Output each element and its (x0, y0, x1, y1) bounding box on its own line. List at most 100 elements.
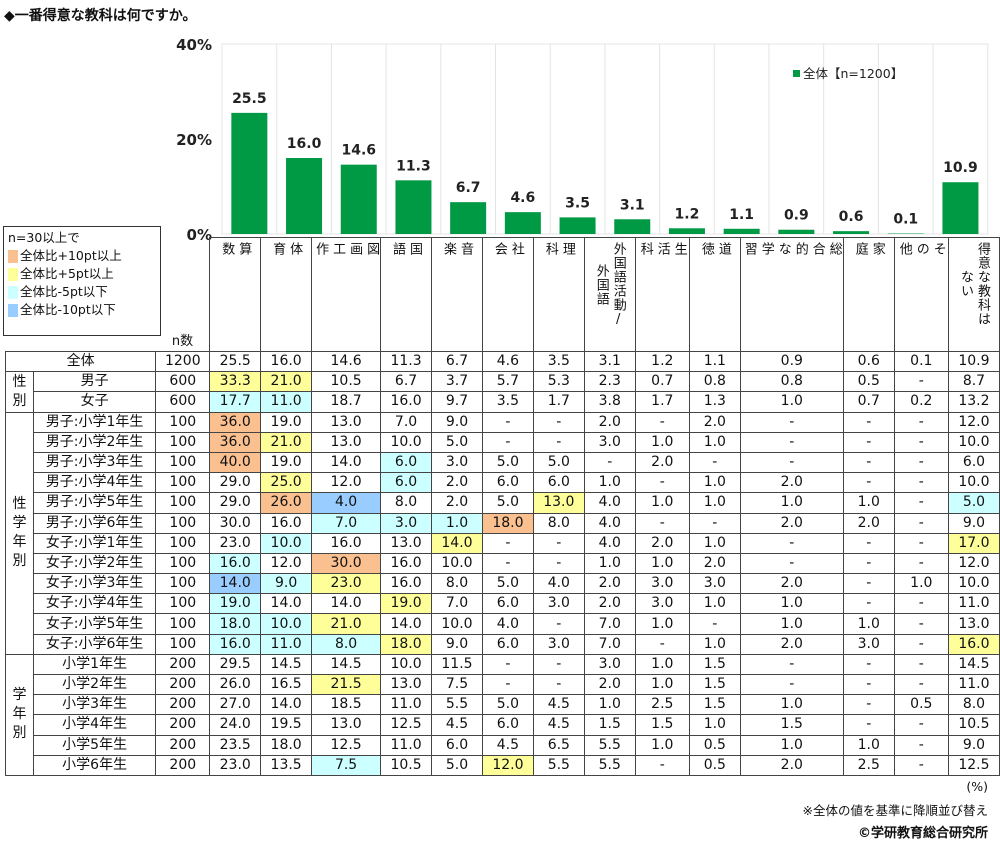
value-cell: 5.0 (431, 431, 483, 453)
row-label: 男子:小学1年生 (32, 411, 157, 433)
table-row: 小学6年生 200 23.0 13.5 7.5 10.5 5.0 12.0 5.5 5.5-0.5… (6, 754, 1000, 776)
value-cell: 4.0 (583, 512, 636, 534)
value-cell: - (481, 673, 534, 696)
value-cell: 16.0 (380, 552, 433, 575)
value-cell: 1.0 (739, 694, 844, 716)
value-cell: 1.0 (634, 673, 690, 696)
value-cell: 0.1 (893, 350, 949, 373)
value-cell: 6.7 (431, 350, 483, 373)
value-cell: 3.0 (532, 633, 585, 655)
value-cell: 10.0 (431, 552, 483, 575)
value-cell: 14.0 (260, 694, 313, 716)
column-header-label: 外国語活動/ 外国語 (593, 242, 626, 328)
value-cell: 29.0 (209, 492, 262, 514)
value-cell: 9.7 (431, 391, 483, 413)
column-header: 生 活 科 (634, 237, 690, 352)
row-label: 全体 (4, 350, 157, 373)
bar-chart: 0% 20% 40% 25.5 16.0 14.6 11.3 6.7 4.6 3.5 3.1 1.2 1… (176, 36, 989, 240)
n-cell: 100 (155, 512, 211, 534)
value-cell: - (893, 673, 949, 696)
value-cell: 7.0 (380, 411, 433, 433)
value-cell: 8.7 (947, 371, 1000, 393)
value-cell: - (893, 532, 949, 554)
legend-swatch (8, 285, 18, 299)
legend-swatch (8, 249, 18, 263)
value-cell: 10.5 (947, 714, 1000, 736)
legend-item: 全体比+5pt以上 (8, 265, 156, 283)
value-cell: 6.0 (380, 451, 433, 474)
value-cell: 3.0 (431, 451, 483, 474)
value-cell: 1.0 (583, 552, 636, 575)
value-cell: 17.7 (209, 391, 262, 413)
value-cell: 3.0 (688, 573, 741, 595)
value-cell: 16.5 (260, 673, 313, 696)
table-row: 女子:小学6年生 100 16.0 11.0 8.0 18.0 9.0 6.0 3.0 7.0-1… (6, 633, 1000, 655)
value-cell: 10.0 (380, 431, 433, 453)
value-cell: - (634, 633, 690, 655)
bar-value-label: 14.6 (341, 143, 376, 159)
value-cell: 3.5 (481, 391, 534, 413)
value-cell: 3.0 (583, 653, 636, 676)
table-row: 女子:小学4年生 100 19.0 14.0 14.0 19.0 7.0 6.0 3.0 2.0 3… (6, 593, 1000, 615)
value-cell: - (893, 552, 949, 575)
table-row: 学 年 別小学1年生 200 29.5 14.5 14.5 10.0 11.5- -3.0 1.… (5, 653, 1000, 776)
results-table: n数 算 数 体 育図 画 工 作国 語 音 楽 社 会 理 科 外国語活動/ 外国語生 活… (4, 237, 1000, 776)
bar-value-label: 4.6 (510, 190, 535, 206)
group-label: 性 別 (5, 371, 34, 413)
value-cell: 1.0 (739, 593, 844, 615)
value-cell: 26.0 (260, 492, 313, 514)
column-header-label: 道 徳 (698, 242, 731, 256)
value-cell: 19.0 (209, 593, 262, 615)
value-cell: 1.0 (634, 653, 690, 676)
value-cell: 11.0 (260, 633, 313, 655)
n-cell: 100 (155, 552, 211, 575)
n-cell: 200 (155, 754, 211, 776)
value-cell: 13.0 (311, 714, 382, 736)
value-cell: 4.5 (481, 734, 534, 756)
column-header: 家 庭 (842, 237, 895, 352)
value-cell: 13.0 (380, 673, 433, 696)
value-cell: 4.0 (583, 532, 636, 554)
value-cell: 30.0 (311, 552, 382, 575)
value-cell: - (481, 431, 534, 453)
value-cell: 6.0 (481, 714, 534, 736)
value-cell: 23.0 (209, 754, 262, 776)
value-cell: 2.0 (634, 532, 690, 554)
n-cell: 100 (155, 573, 211, 595)
value-cell: - (842, 653, 895, 676)
bar-value-label: 10.9 (943, 160, 978, 176)
value-cell: 13.0 (947, 613, 1000, 635)
value-cell: 1.0 (842, 734, 895, 756)
value-cell: 14.5 (311, 653, 382, 676)
value-cell: 11.3 (380, 350, 433, 373)
unit-label: (%) (966, 779, 988, 794)
value-cell: 14.0 (311, 593, 382, 615)
value-cell: 16.0 (260, 512, 313, 534)
value-cell: 14.5 (260, 653, 313, 676)
value-cell: 6.5 (532, 734, 585, 756)
value-cell: - (688, 451, 741, 474)
bar-value-label: 11.3 (396, 158, 431, 174)
value-cell: 36.0 (209, 411, 262, 433)
value-cell: 2.0 (739, 512, 844, 534)
value-cell: 10.0 (260, 613, 313, 635)
value-cell: 0.5 (893, 694, 949, 716)
value-cell: 23.5 (209, 734, 262, 756)
value-cell: - (893, 411, 949, 433)
value-cell: 9.0 (431, 633, 483, 655)
table-row: 全体 1200 25.5 16.0 14.6 11.3 6.7 4.6 3.5 3.1 1.2 1.1… (4, 350, 1000, 373)
value-cell: 4.0 (532, 573, 585, 595)
value-cell: 2.0 (583, 573, 636, 595)
value-cell: 1.5 (739, 714, 844, 736)
value-cell: 3.0 (842, 633, 895, 655)
value-cell: 10.5 (380, 754, 433, 776)
n-cell: 100 (155, 472, 211, 494)
row-label: 女子:小学5年生 (32, 613, 157, 635)
bar-value-label: 0.9 (784, 208, 809, 224)
value-cell: 10.0 (380, 653, 433, 676)
table-row: 男子:小学4年生 100 29.0 25.0 12.0 6.0 2.0 6.0 6.0 1.0-1… (6, 472, 1000, 494)
column-header: 体 育 (260, 237, 313, 352)
legend-label: 全体比+5pt以上 (20, 266, 114, 281)
value-cell: 1.0 (634, 613, 690, 635)
